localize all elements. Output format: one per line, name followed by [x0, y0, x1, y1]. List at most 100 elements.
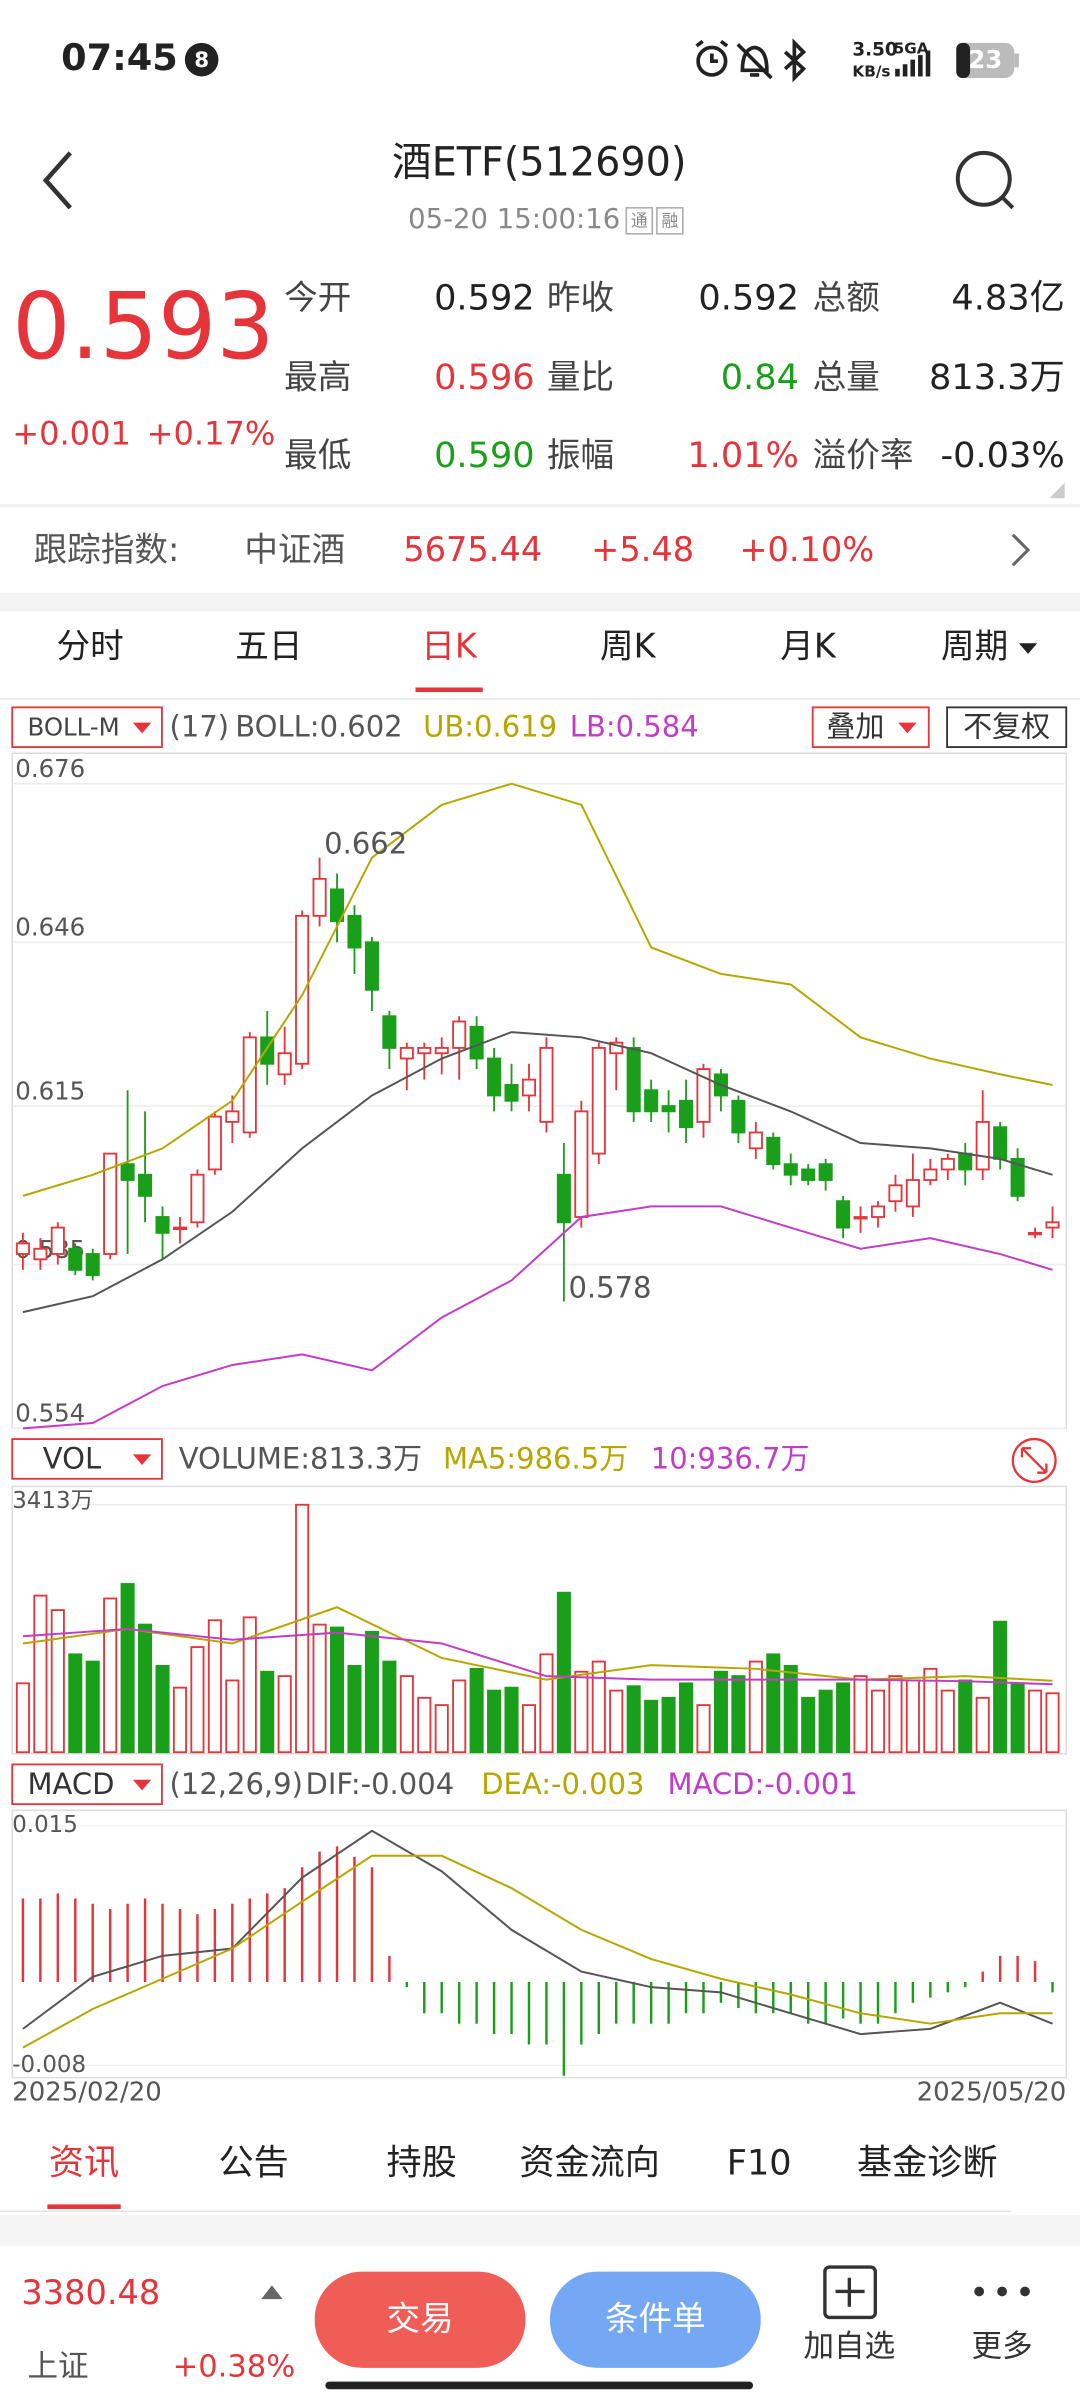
dropdown-arrow	[132, 1779, 152, 1791]
battery-text: 23	[968, 45, 1002, 74]
volume-frame	[11, 1485, 1068, 1755]
field-value: 813.3万	[929, 357, 1065, 398]
kline-frame	[11, 752, 1068, 1430]
field-label: 总额	[813, 278, 880, 317]
indicator-line	[22, 1627, 1053, 1686]
header-title: 酒ETF(512690)	[392, 140, 686, 186]
candle-body	[556, 1173, 571, 1224]
candle-body	[626, 1047, 641, 1113]
candle-body	[731, 1099, 746, 1134]
corner-mark	[1049, 482, 1065, 499]
info-tab[interactable]: 基金诊断	[857, 2143, 998, 2184]
overlay-selector[interactable]	[811, 706, 930, 748]
candle-body	[958, 1152, 973, 1171]
watchlist-icon[interactable]	[823, 2265, 877, 2320]
period-tabs: 分时 五日 日K 周K 月K 周期	[57, 626, 1008, 693]
candle-body	[591, 1047, 606, 1155]
volume-bar	[452, 1679, 467, 1754]
candle-body	[103, 1152, 118, 1255]
candle-body	[207, 1115, 222, 1171]
candle-body	[452, 1020, 467, 1049]
indicator-line	[22, 1829, 1053, 2036]
search-button[interactable]	[955, 150, 1015, 210]
volume-bar	[626, 1685, 641, 1754]
info-tab[interactable]: 资讯	[49, 2143, 119, 2184]
more-icon[interactable]	[974, 2286, 1030, 2297]
candle-body	[644, 1089, 659, 1113]
field-label: 总量	[813, 357, 880, 396]
candle-body	[783, 1163, 798, 1176]
indicator-selector[interactable]	[11, 706, 163, 748]
indicator-selector[interactable]	[11, 1438, 163, 1480]
period-tab[interactable]: 分时	[57, 626, 124, 665]
field-value: 0.592	[698, 277, 799, 318]
info-tab[interactable]: F10	[727, 2143, 792, 2184]
signal-icon	[895, 50, 931, 77]
info-tab[interactable]: 持股	[386, 2143, 456, 2184]
period-tab[interactable]: 月K	[780, 626, 837, 665]
battery-icon	[956, 42, 1015, 78]
y-tick-label: 0.646	[15, 913, 85, 942]
candle-body	[487, 1057, 502, 1097]
footer-index-change: +0.38%	[173, 2349, 296, 2384]
volume-bar	[172, 1686, 187, 1754]
candle-body	[940, 1157, 955, 1171]
info-tab[interactable]: 资金流向	[519, 2143, 660, 2184]
notification-badge	[184, 42, 219, 77]
candle-body	[888, 1184, 903, 1203]
candle-body	[312, 877, 327, 917]
volume-bar	[469, 1667, 484, 1754]
volume-bar	[713, 1670, 728, 1754]
volume-bar	[574, 1670, 589, 1754]
period-tab[interactable]: 五日	[235, 626, 302, 665]
candle-body	[399, 1047, 414, 1060]
candle-body	[766, 1136, 781, 1166]
volume-bar	[85, 1660, 100, 1754]
index-arrow[interactable]	[1011, 533, 1031, 567]
candle-body	[469, 1025, 484, 1060]
trade-button[interactable]	[314, 2271, 526, 2368]
period-tab[interactable]: 日K	[421, 626, 478, 665]
field-value: 0.592	[434, 277, 535, 318]
candle-body	[417, 1047, 432, 1055]
info-tab[interactable]: 公告	[218, 2143, 288, 2184]
candle-body	[50, 1226, 65, 1255]
volume-bar	[242, 1616, 257, 1754]
badge: 通	[631, 211, 648, 231]
volume-bar	[417, 1696, 432, 1754]
volume-bar	[818, 1689, 833, 1754]
field-value: 0.84	[721, 357, 799, 398]
volume-bar	[103, 1597, 118, 1754]
candle-body	[1045, 1221, 1060, 1229]
volume-bar	[539, 1653, 554, 1754]
y-tick-label: 0.676	[15, 754, 85, 783]
legend-item: VOLUME:813.3万	[179, 1441, 422, 1475]
volume-bar	[1045, 1692, 1060, 1754]
dropdown-arrow	[898, 722, 917, 734]
legend-item: MACD:-0.001	[668, 1767, 858, 1801]
candle-body	[138, 1173, 153, 1197]
indicator-name: MACD	[27, 1767, 114, 1801]
expand-button[interactable]	[1011, 1437, 1057, 1483]
condition-button[interactable]	[549, 2271, 761, 2368]
candle-body	[364, 941, 379, 991]
indicator-selector[interactable]	[11, 1763, 163, 1806]
field-label: 昨收	[547, 278, 614, 317]
back-button[interactable]	[42, 151, 72, 210]
adjust-button[interactable]	[946, 706, 1068, 748]
condition-label: 条件单	[605, 2299, 706, 2338]
collapse-arrow[interactable]	[261, 2285, 283, 2300]
period-tab[interactable]: 周K	[600, 626, 657, 665]
indicator-name: BOLL-M	[27, 713, 119, 742]
dropdown-arrow	[132, 1454, 152, 1466]
candle-body	[975, 1120, 990, 1171]
candle-body	[923, 1168, 938, 1181]
candle-body	[521, 1078, 537, 1097]
network-type: 5GA	[894, 39, 929, 57]
dropdown-arrow	[132, 722, 152, 734]
period-tab[interactable]: 周期	[941, 626, 1008, 665]
candle-body	[905, 1179, 920, 1208]
volume-bar	[958, 1679, 973, 1754]
volume-bar	[1010, 1682, 1025, 1754]
